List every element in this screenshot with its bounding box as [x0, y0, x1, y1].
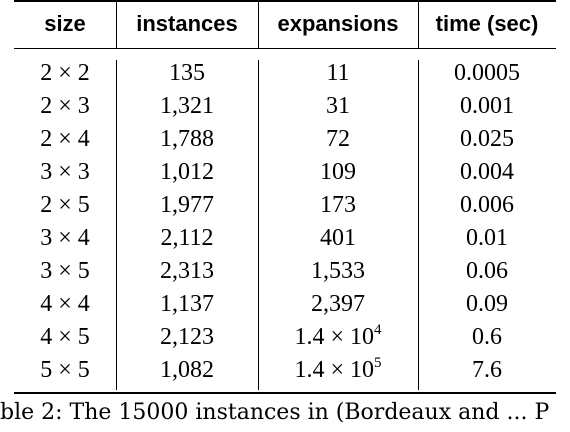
table-bottom-rule — [14, 392, 556, 394]
cell-size-text: 4 × 5 — [40, 324, 90, 350]
table-caption: ble 2: The 15000 instances in (Bordeaux … — [0, 400, 550, 425]
cell-time-text: 0.004 — [460, 159, 514, 185]
cell-instances: 1,321 — [116, 89, 258, 123]
exponent: 5 — [374, 355, 382, 371]
cell-time-text: 0.09 — [466, 291, 508, 317]
header-size: size — [44, 11, 86, 36]
column-divider — [116, 60, 117, 390]
cell-expansions-text: 31 — [326, 93, 350, 119]
cell-size-text: 2 × 4 — [40, 126, 90, 152]
cell-size: 2 × 4 — [14, 122, 116, 156]
cell-size-text: 2 × 3 — [40, 93, 90, 119]
cell-size: 2 × 3 — [14, 89, 116, 123]
cell-size-text: 3 × 5 — [40, 258, 90, 284]
cell-time: 0.025 — [418, 122, 556, 156]
cell-expansions: 1,533 — [258, 254, 418, 288]
cell-instances: 1,012 — [116, 155, 258, 189]
cell-size-text: 2 × 2 — [40, 60, 90, 86]
cell-size: 3 × 5 — [14, 254, 116, 288]
cell-expansions: 173 — [258, 188, 418, 222]
cell-instances-text: 1,082 — [160, 357, 214, 383]
cell-size: 2 × 5 — [14, 188, 116, 222]
header-instances: instances — [136, 11, 238, 36]
cell-expansions: 31 — [258, 89, 418, 123]
column-divider — [258, 60, 259, 390]
header-expansions: expansions — [277, 11, 399, 36]
cell-instances: 1,977 — [116, 188, 258, 222]
cell-instances: 1,137 — [116, 287, 258, 321]
cell-expansions-text: 173 — [320, 192, 356, 218]
cell-time-text: 0.006 — [460, 192, 514, 218]
column-divider — [418, 2, 419, 48]
cell-expansions-text: 1,533 — [311, 258, 365, 284]
cell-instances: 2,313 — [116, 254, 258, 288]
cell-expansions-text: 2,397 — [311, 291, 365, 317]
cell-expansions: 1.4 × 104 — [258, 320, 418, 354]
cell-time: 0.0005 — [418, 56, 556, 90]
cell-time: 0.001 — [418, 89, 556, 123]
cell-expansions-text: 109 — [320, 159, 356, 185]
cell-time-text: 7.6 — [472, 357, 502, 383]
cell-time: 0.06 — [418, 254, 556, 288]
cell-size: 3 × 3 — [14, 155, 116, 189]
cell-size: 4 × 5 — [14, 320, 116, 354]
cell-instances-text: 1,788 — [160, 126, 214, 152]
cell-size-text: 3 × 3 — [40, 159, 90, 185]
cell-time-text: 0.01 — [466, 225, 508, 251]
cell-size: 3 × 4 — [14, 221, 116, 255]
cell-time: 0.01 — [418, 221, 556, 255]
cell-expansions-text: 72 — [326, 126, 350, 152]
cell-time-text: 0.6 — [472, 324, 502, 350]
cell-instances-text: 1,012 — [160, 159, 214, 185]
table-top-rule — [14, 0, 556, 2]
cell-expansions: 401 — [258, 221, 418, 255]
column-divider — [258, 2, 259, 48]
cell-instances-text: 2,313 — [160, 258, 214, 284]
column-divider — [418, 60, 419, 390]
cell-time: 0.09 — [418, 287, 556, 321]
cell-time-text: 0.025 — [460, 126, 514, 152]
cell-expansions-text: 1.4 × 10 — [294, 324, 375, 350]
cell-time-text: 0.06 — [466, 258, 508, 284]
cell-time-text: 0.0005 — [454, 60, 520, 86]
cell-instances-text: 2,112 — [160, 225, 214, 251]
cell-instances-text: 1,137 — [160, 291, 214, 317]
header-time: time (sec) — [435, 11, 539, 36]
cell-instances: 2,123 — [116, 320, 258, 354]
cell-size-text: 3 × 4 — [40, 225, 90, 251]
cell-expansions: 2,397 — [258, 287, 418, 321]
cell-expansions: 1.4 × 105 — [258, 353, 418, 387]
exponent: 4 — [374, 322, 382, 338]
cell-size-text: 2 × 5 — [40, 192, 90, 218]
cell-expansions: 11 — [258, 56, 418, 90]
cell-size-text: 5 × 5 — [40, 357, 90, 383]
cell-instances: 2,112 — [116, 221, 258, 255]
table-header-rule — [14, 48, 556, 49]
cell-instances: 1,082 — [116, 353, 258, 387]
cell-instances: 135 — [116, 56, 258, 90]
cell-time-text: 0.001 — [460, 93, 514, 119]
cell-expansions-text: 11 — [326, 60, 350, 86]
cell-expansions: 72 — [258, 122, 418, 156]
column-divider — [116, 2, 117, 48]
cell-time: 0.6 — [418, 320, 556, 354]
cell-size: 5 × 5 — [14, 353, 116, 387]
cell-instances-text: 1,321 — [160, 93, 214, 119]
cell-instances-text: 2,123 — [160, 324, 214, 350]
cell-time: 0.004 — [418, 155, 556, 189]
cell-expansions-text: 401 — [320, 225, 356, 251]
cell-instances: 1,788 — [116, 122, 258, 156]
cell-size: 4 × 4 — [14, 287, 116, 321]
cell-time: 7.6 — [418, 353, 556, 387]
cell-expansions-text: 1.4 × 10 — [294, 357, 375, 383]
cell-time: 0.006 — [418, 188, 556, 222]
cell-size: 2 × 2 — [14, 56, 116, 90]
cell-instances-text: 1,977 — [160, 192, 214, 218]
cell-instances-text: 135 — [169, 60, 205, 86]
cell-expansions: 109 — [258, 155, 418, 189]
cell-size-text: 4 × 4 — [40, 291, 90, 317]
